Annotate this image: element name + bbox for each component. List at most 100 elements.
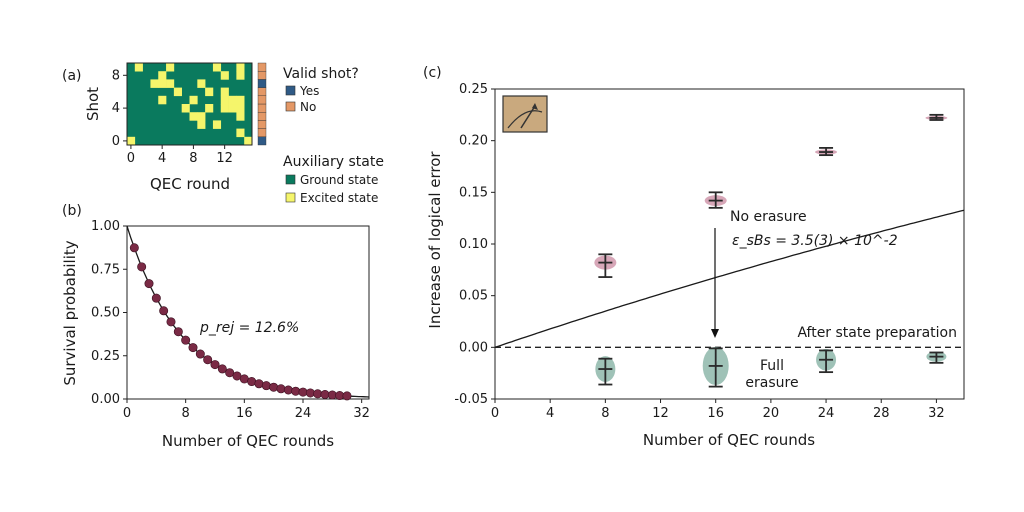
logical-error-x-label: Number of QEC rounds [643, 431, 815, 449]
logical-error-y-label: Increase of logical error [426, 151, 444, 329]
heatmap-cell-excited [134, 63, 143, 72]
legend-yes-swatch [285, 85, 296, 96]
valid-shot-cell [257, 87, 267, 96]
survival-point [254, 379, 264, 389]
valid-shot-cell [257, 95, 267, 105]
valid-shot-cell [257, 136, 267, 146]
survival-x-tick-label: 32 [353, 406, 370, 421]
survival-point [144, 279, 154, 289]
heatmap-cell-excited [244, 136, 253, 146]
survival-y-tick-label: 0.75 [91, 262, 120, 277]
logical-error-y-tick-label: 0.20 [459, 134, 488, 149]
heatmap-cell-excited [212, 63, 222, 72]
survival-point [151, 293, 161, 303]
heatmap-x-ticks: 0 4 8 12 [127, 145, 233, 166]
heatmap-cell-excited [158, 95, 167, 105]
logical-error-x-tick-label: 16 [707, 406, 724, 421]
survival-points [129, 243, 352, 401]
heatmap-cell-excited [236, 112, 245, 121]
logical-error-y-tick-label: 0.05 [459, 289, 488, 304]
heatmap-cell-excited [166, 63, 175, 72]
heatmap-y-tick-label: 8 [112, 68, 120, 83]
heatmap-y-tick-label: 4 [112, 101, 120, 116]
legend-excited-label: Excited state [300, 191, 378, 205]
survival-point [173, 327, 183, 337]
heatmap-cell-excited [236, 63, 245, 72]
heatmap-cell-excited [197, 79, 206, 88]
panel-a-label: (a) [62, 68, 82, 84]
heatmap-cell-excited [205, 104, 214, 113]
legend-excited-swatch [285, 192, 296, 203]
heatmap-cell-excited [236, 104, 245, 113]
heatmap-frame [126, 62, 253, 146]
heatmap [127, 63, 253, 146]
panel-b-label: (b) [62, 203, 82, 219]
survival-point [269, 382, 279, 392]
full-erasure-label-line1: Full [760, 358, 784, 374]
heatmap-cell-excited [127, 136, 136, 146]
survival-annotation: p_rej = 12.6% [199, 320, 299, 336]
heatmap-x-tick-label: 4 [158, 151, 166, 166]
logical-error-y-tick-label: -0.05 [454, 392, 488, 407]
valid-shot-cell [257, 128, 267, 138]
heatmap-cell-excited [189, 112, 198, 121]
heatmap-cell-excited [228, 95, 237, 105]
survival-y-tick-label: 0.00 [91, 392, 120, 407]
logical-error-x-tick-label: 24 [818, 406, 835, 421]
heatmap-cell-excited [173, 87, 182, 97]
survival-point [261, 381, 271, 391]
valid-shot-cell [257, 120, 267, 129]
heatmap-y-label: Shot [84, 87, 102, 121]
survival-point [342, 391, 352, 401]
logical-error-fit-curve [494, 209, 965, 348]
heatmap-cell-excited [212, 120, 222, 129]
heatmap-y-ticks: 0 4 8 [112, 68, 127, 149]
logical-error-y-tick-label: 0.00 [459, 340, 488, 355]
legend-no-swatch [285, 101, 296, 112]
logical-error-x-tick-label: 28 [873, 406, 890, 421]
heatmap-cell-excited [236, 128, 245, 138]
heatmap-cell-excited [166, 79, 175, 88]
heatmap-cell-excited [197, 120, 206, 129]
survival-point [276, 384, 286, 394]
survival-y-tick-label: 0.50 [91, 306, 120, 321]
heatmap-cell-excited [236, 95, 245, 105]
heatmap-cell-excited [236, 71, 245, 80]
logical-error-x-tick-label: 0 [491, 406, 499, 421]
heatmap-x-tick-label: 0 [127, 151, 135, 166]
heatmap-x-label: QEC round [150, 175, 230, 193]
valid-shot-cell [257, 70, 267, 80]
survival-point [188, 343, 198, 353]
logical-error-x-tick-label: 32 [928, 406, 945, 421]
survival-point [159, 306, 169, 316]
heatmap-cell-excited [197, 112, 206, 121]
survival-point [225, 368, 235, 378]
legend-ground-label: Ground state [300, 173, 378, 187]
logical-error-x-tick-label: 12 [652, 406, 669, 421]
arrow-head [711, 329, 719, 338]
no-erasure-label: No erasure [730, 209, 807, 225]
heatmap-cell-excited [181, 104, 190, 113]
heatmap-cell-excited [158, 71, 167, 80]
logical-error-x-tick-label: 4 [546, 406, 554, 421]
logical-error-series [594, 113, 948, 388]
survival-point [217, 364, 227, 374]
survival-point [181, 335, 191, 345]
survival-point [137, 262, 147, 272]
panel-c-label: (c) [423, 65, 442, 81]
survival-point [283, 385, 293, 395]
logical-error-ticks: 0 4 8 12 16 20 24 28 32 -0.05 0.00 0.05 0.10 0.15 0.20… [454, 82, 944, 421]
survival-x-label: Number of QEC rounds [162, 432, 334, 450]
full-erasure-label-line2: erasure [745, 375, 798, 391]
survival-y-tick-label: 0.25 [91, 349, 120, 364]
valid-shot-bar [257, 62, 267, 146]
survival-point [195, 349, 205, 359]
survival-point [166, 317, 176, 327]
valid-shot-cell [257, 111, 267, 121]
legend-valid-title: Valid shot? [283, 66, 359, 82]
heatmap-cell-excited [189, 95, 198, 105]
logical-error-y-tick-label: 0.25 [459, 82, 488, 97]
heatmap-cell-excited [220, 87, 229, 97]
survival-x-tick-label: 16 [236, 406, 253, 421]
